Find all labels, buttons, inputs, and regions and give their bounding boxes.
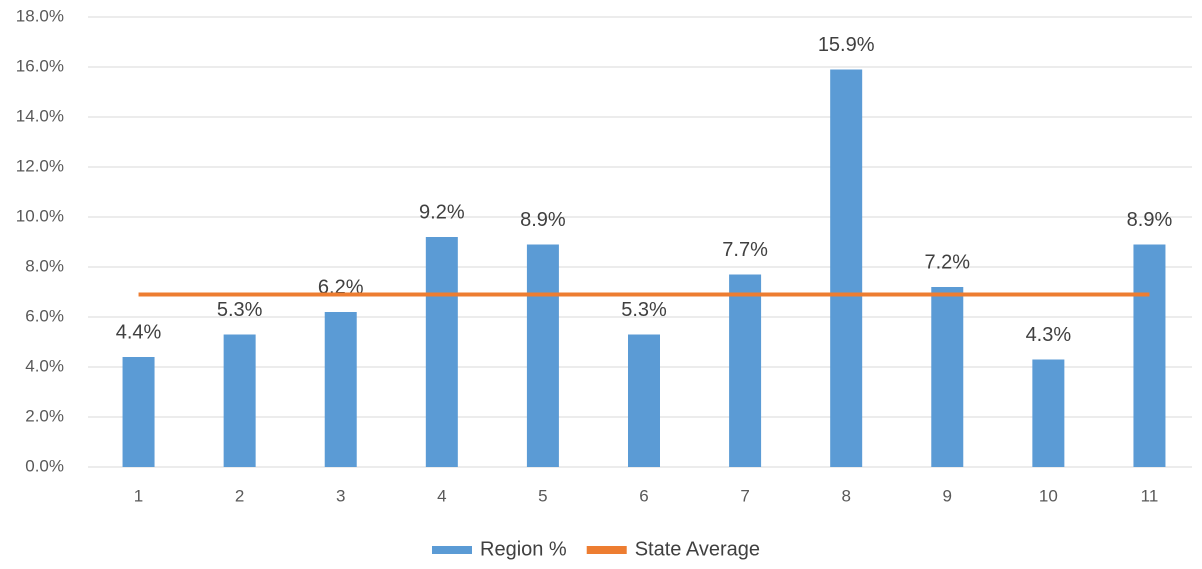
y-tick-label: 8.0% xyxy=(25,256,64,275)
legend-swatch xyxy=(432,546,472,554)
x-tick-label: 4 xyxy=(437,486,446,505)
legend-label: State Average xyxy=(635,538,760,560)
x-tick-label: 5 xyxy=(538,486,547,505)
bar xyxy=(223,334,256,467)
y-tick-label: 18.0% xyxy=(16,6,64,25)
y-tick-label: 0.0% xyxy=(25,456,64,475)
x-tick-label: 11 xyxy=(1141,486,1159,505)
data-label: 5.3% xyxy=(621,299,667,321)
bar xyxy=(729,274,762,467)
y-tick-label: 10.0% xyxy=(16,206,64,225)
x-tick-label: 7 xyxy=(740,486,749,505)
data-label: 7.7% xyxy=(722,239,768,261)
data-label: 5.3% xyxy=(217,299,263,321)
y-tick-label: 6.0% xyxy=(25,306,64,325)
x-tick-label: 10 xyxy=(1039,486,1058,505)
bar xyxy=(425,237,458,467)
y-tick-label: 2.0% xyxy=(25,406,64,425)
data-label: 8.9% xyxy=(520,209,566,231)
bar xyxy=(324,312,357,467)
bar xyxy=(122,357,155,467)
bar xyxy=(1032,359,1065,467)
bar xyxy=(830,69,863,467)
legend-label: Region % xyxy=(480,538,567,560)
bar xyxy=(628,334,660,467)
x-tick-label: 2 xyxy=(235,486,244,505)
bar xyxy=(1133,244,1166,467)
x-tick-label: 9 xyxy=(943,486,952,505)
data-label: 8.9% xyxy=(1127,209,1173,231)
x-tick-label: 6 xyxy=(639,486,648,505)
x-tick-label: 8 xyxy=(841,486,850,505)
x-tick-label: 3 xyxy=(336,486,345,505)
y-tick-label: 12.0% xyxy=(16,156,64,175)
y-tick-label: 14.0% xyxy=(16,106,64,125)
data-label: 7.2% xyxy=(924,251,970,273)
data-label: 9.2% xyxy=(419,201,465,223)
bar xyxy=(931,287,964,467)
bar xyxy=(526,244,559,467)
x-tick-label: 1 xyxy=(134,486,143,505)
data-label: 4.3% xyxy=(1026,324,1072,346)
y-tick-label: 4.0% xyxy=(25,356,64,375)
y-tick-label: 16.0% xyxy=(16,56,64,75)
data-label: 4.4% xyxy=(116,321,162,343)
data-label: 15.9% xyxy=(818,34,875,56)
legend-swatch xyxy=(586,546,627,554)
